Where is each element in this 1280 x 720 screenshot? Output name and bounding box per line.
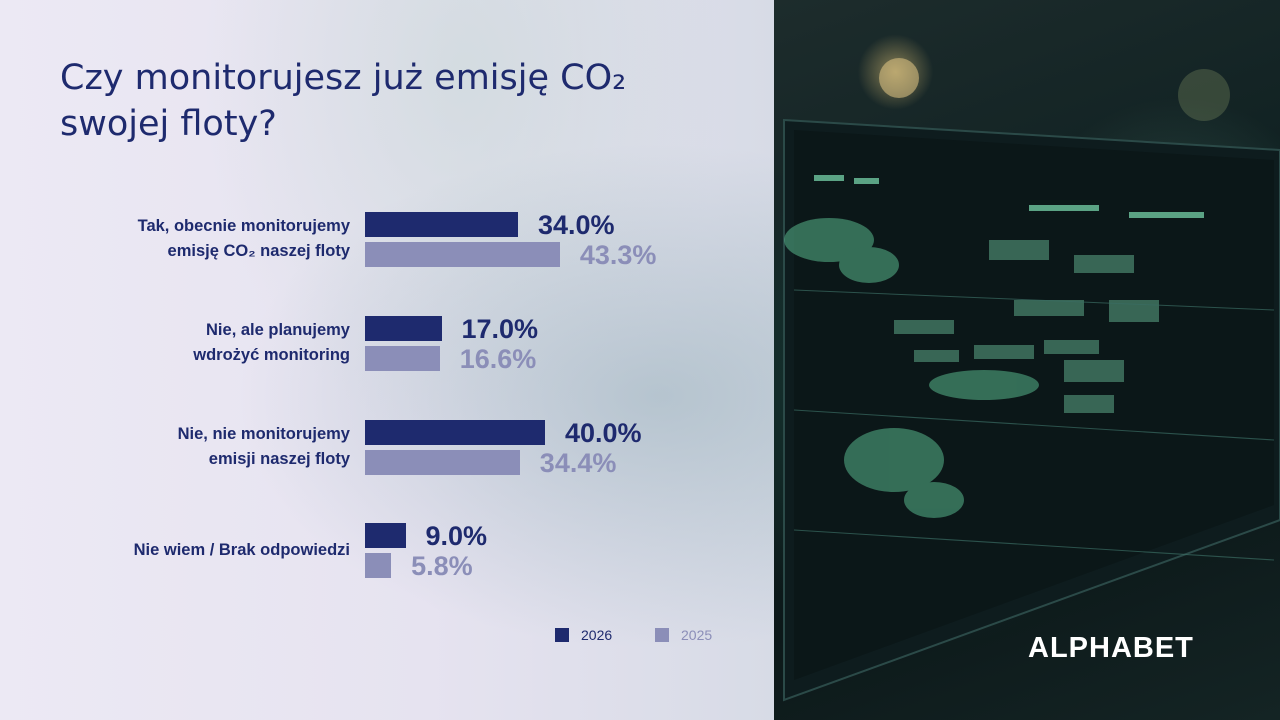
background-photo (774, 0, 1280, 720)
data-label-2026: 34.0% (538, 210, 615, 240)
data-label-2026: 17.0% (461, 314, 539, 344)
bar-2026 (365, 316, 442, 341)
data-label-2026: 40.0% (565, 418, 642, 448)
legend-label-2025: 2025 (681, 627, 713, 643)
legend-swatch-2026 (555, 628, 569, 642)
bar-2026 (365, 523, 406, 548)
category-label-line: Nie, nie monitorujemy (177, 425, 350, 443)
category-label: Nie, nie monitorujemy emisji naszej floty (20, 422, 350, 472)
category-label-line: emisji naszej floty (208, 450, 350, 468)
bar-2025 (365, 242, 560, 267)
data-label-2025: 43.3% (579, 240, 657, 270)
slide-title: Czy monitorujesz już emisję CO₂ swojej f… (60, 58, 627, 144)
data-label-2025: 34.4% (539, 448, 617, 478)
category-label-line: Nie, ale planujemy (206, 321, 350, 339)
dashboard-screen-image (783, 58, 1280, 702)
bar-2026 (365, 420, 545, 445)
bar-2025 (365, 346, 440, 371)
data-label-2025: 16.6% (459, 344, 537, 374)
bar-2025 (365, 553, 392, 578)
category-label: Nie wiem / Brak odpowiedzi (20, 538, 350, 563)
bar-2025 (365, 450, 520, 475)
alphabet-logo: ALPHABET (1028, 632, 1194, 664)
category-label: Tak, obecnie monitorujemy emisję CO₂ nasz… (20, 214, 350, 264)
category-label-line: wdrożyć monitoring (193, 346, 350, 364)
legend-swatch-2025 (655, 628, 669, 642)
category-label-line: Tak, obecnie monitorujemy (137, 217, 350, 235)
category-label-line: emisję CO₂ naszej floty (167, 242, 350, 260)
bar-2026 (365, 212, 518, 237)
category-label-line: Nie wiem / Brak odpowiedzi (133, 540, 350, 559)
data-label-2026: 9.0% (425, 521, 488, 551)
category-label: Nie, ale planujemy wdrożyć monitoring (20, 318, 350, 368)
legend-label-2026: 2026 (581, 627, 613, 643)
data-label-2025: 5.8% (411, 551, 473, 581)
